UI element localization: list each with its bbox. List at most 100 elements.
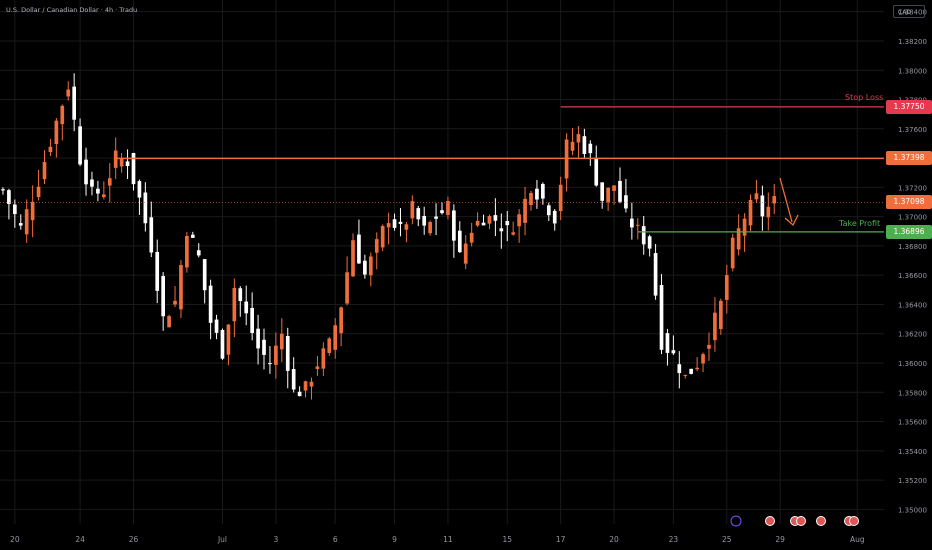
x-tick-label: 20 bbox=[609, 535, 619, 544]
candle-body bbox=[90, 179, 94, 187]
candle-body bbox=[748, 199, 753, 226]
candle-body bbox=[339, 307, 343, 334]
candle-body bbox=[635, 224, 640, 226]
candle-body bbox=[60, 105, 65, 125]
candle-body bbox=[309, 381, 314, 387]
candle-body bbox=[677, 364, 682, 374]
x-tick-label: 9 bbox=[392, 535, 397, 544]
candle-body bbox=[48, 146, 53, 152]
candle-body bbox=[96, 188, 100, 194]
candle-body bbox=[588, 143, 593, 154]
x-tick-label: 26 bbox=[129, 535, 139, 544]
take-profit-label: Take Profit bbox=[839, 218, 881, 228]
candle-body bbox=[119, 158, 124, 167]
y-tick-label: 1.38400 bbox=[898, 9, 927, 17]
candle-body bbox=[481, 222, 486, 226]
resistance-price-tag: 1.37398 bbox=[886, 151, 932, 166]
candle-body bbox=[546, 205, 551, 216]
candle-body bbox=[475, 220, 480, 226]
candle-body bbox=[529, 192, 533, 205]
candle-body bbox=[647, 236, 652, 249]
candle-body bbox=[683, 374, 688, 376]
candle-body bbox=[351, 240, 355, 277]
candle-body bbox=[285, 336, 290, 371]
take-profit-price-tag: 1.36896 bbox=[886, 224, 932, 239]
grid bbox=[0, 0, 884, 524]
candle-body bbox=[24, 209, 29, 235]
candle-body bbox=[606, 187, 610, 203]
candle-body bbox=[232, 287, 237, 322]
x-tick-label: 29 bbox=[775, 535, 785, 544]
y-tick-label: 1.36600 bbox=[898, 272, 927, 280]
candle-body bbox=[155, 251, 160, 291]
candle-body bbox=[196, 250, 201, 256]
candle-body bbox=[149, 217, 154, 253]
candle-body bbox=[535, 188, 539, 200]
candle-body bbox=[463, 243, 468, 264]
candle-body bbox=[137, 181, 142, 198]
candle-body bbox=[173, 300, 177, 305]
candle-body bbox=[594, 158, 599, 186]
candle-body bbox=[707, 344, 711, 349]
candle-body bbox=[42, 161, 47, 180]
flag-icon bbox=[816, 516, 826, 526]
candle-body bbox=[374, 239, 379, 253]
x-tick-label: 25 bbox=[722, 535, 732, 544]
symbol-title[interactable]: U.S. Dollar / Canadian Dollar · 4h · Tra… bbox=[6, 6, 138, 14]
candle-body bbox=[84, 159, 88, 185]
y-tick-label: 1.38200 bbox=[898, 38, 927, 46]
y-tick-label: 1.37000 bbox=[898, 214, 927, 222]
candle-body bbox=[107, 178, 112, 186]
forecast-arrowhead bbox=[784, 214, 799, 227]
candle-body bbox=[131, 152, 136, 185]
candle-body bbox=[630, 218, 634, 228]
candle-body bbox=[226, 324, 231, 355]
candle-body bbox=[576, 134, 581, 143]
candle-body bbox=[410, 201, 415, 219]
candle-body bbox=[754, 193, 759, 200]
y-tick-label: 1.35000 bbox=[898, 506, 927, 514]
candle-body bbox=[552, 210, 557, 224]
annotations bbox=[730, 177, 859, 527]
flag-icon bbox=[765, 516, 775, 526]
candle-body bbox=[416, 208, 421, 220]
lightning-icon bbox=[730, 515, 742, 527]
x-tick-label: 6 bbox=[333, 535, 338, 544]
candle-body bbox=[730, 237, 735, 269]
candle-body bbox=[641, 226, 646, 245]
candle-body bbox=[742, 218, 747, 236]
y-tick-label: 1.36000 bbox=[898, 360, 927, 368]
candle-body bbox=[766, 206, 771, 218]
candle-body bbox=[208, 285, 213, 323]
price-axis[interactable]: 1.384001.382001.380001.378001.376001.374… bbox=[898, 9, 927, 515]
candle-body bbox=[428, 222, 432, 234]
candle-body bbox=[380, 225, 385, 248]
stop-loss-label: Stop Loss bbox=[845, 92, 884, 102]
candle-body bbox=[499, 228, 504, 232]
candle-body bbox=[582, 136, 587, 155]
forecast-arrow bbox=[779, 177, 793, 223]
flag-icon bbox=[849, 516, 859, 526]
y-tick-label: 1.36400 bbox=[898, 301, 927, 309]
candle-body bbox=[244, 301, 249, 314]
candle-body bbox=[18, 223, 23, 226]
candle-body bbox=[262, 339, 266, 355]
candle-body bbox=[612, 185, 616, 191]
candle-body bbox=[541, 183, 545, 199]
candle-body bbox=[66, 89, 71, 97]
candle-body bbox=[689, 368, 694, 374]
candle-body bbox=[398, 221, 403, 224]
time-axis[interactable]: 20 24 26 Jul 3 6 9 11 15 17 20 23 25 29 Aug bbox=[10, 535, 865, 544]
x-tick-label: 15 bbox=[502, 535, 512, 544]
candle-body bbox=[315, 366, 320, 370]
x-tick-label: 20 bbox=[10, 535, 20, 544]
y-tick-label: 1.36800 bbox=[898, 243, 927, 251]
candle-body bbox=[671, 350, 676, 354]
candle-body bbox=[297, 391, 302, 397]
candle-body bbox=[113, 150, 118, 168]
candle-body bbox=[386, 223, 391, 228]
candle-body bbox=[505, 220, 510, 226]
candle-body bbox=[161, 276, 165, 317]
currency-badge[interactable]: CAD bbox=[893, 5, 925, 18]
